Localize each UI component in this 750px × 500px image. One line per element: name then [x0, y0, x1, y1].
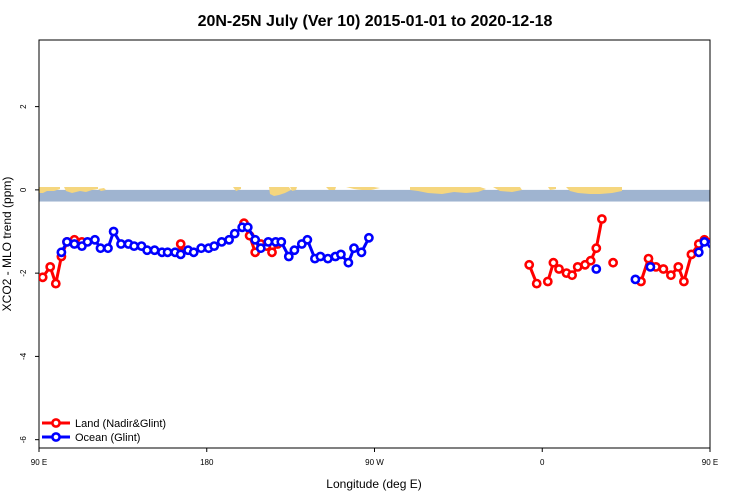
y-tick-label: -2: [19, 269, 28, 277]
land-patch: [98, 188, 106, 191]
data-point: [162, 247, 173, 258]
land-patch: [346, 187, 380, 190]
legend-label: Ocean (Glint): [75, 432, 140, 444]
data-point: [50, 278, 61, 289]
x-tick-label: 180: [200, 458, 214, 467]
data-point: [343, 257, 354, 268]
data-point: [39, 272, 48, 283]
data-point: [608, 257, 618, 268]
y-axis: 2 0 -2 -4 -6: [19, 104, 39, 443]
data-point: [90, 234, 100, 245]
data-point: [699, 236, 710, 247]
x-tick-label: 90 W: [365, 458, 384, 467]
x-axis-label: Longitude (deg E): [326, 477, 421, 491]
data-point: [276, 236, 287, 247]
data-point: [363, 232, 374, 243]
data-point: [188, 247, 199, 258]
land-patch: [326, 187, 336, 190]
data-point: [567, 270, 577, 281]
legend-label: Land (Nadir&Glint): [75, 418, 166, 430]
series-ocean: [56, 222, 747, 285]
land-band: [39, 187, 622, 196]
legend: Land (Nadir&Glint) Ocean (Glint): [42, 418, 166, 444]
data-point: [250, 234, 261, 245]
x-tick-label: 90 E: [702, 458, 718, 467]
data-point: [714, 243, 721, 250]
ocean-band: [39, 189, 710, 202]
data-point: [56, 247, 67, 258]
data-point: [585, 255, 596, 266]
data-point: [548, 257, 559, 268]
y-tick-label: 0: [19, 187, 28, 192]
land-patch: [233, 187, 241, 191]
data-point: [224, 234, 234, 245]
data-point: [630, 274, 641, 285]
y-tick-label: -4: [19, 352, 28, 360]
land-patch: [290, 187, 297, 191]
data-point: [335, 249, 346, 260]
y-tick-label: 2: [19, 104, 28, 109]
x-tick-label: 0: [540, 458, 545, 467]
data-point: [658, 264, 669, 274]
data-point: [242, 222, 253, 233]
data-point: [591, 264, 602, 274]
data-point: [255, 243, 266, 254]
series-land: [39, 214, 710, 289]
data-point: [591, 243, 602, 254]
land-patch: [64, 187, 98, 193]
data-point: [666, 270, 676, 281]
data-point: [734, 245, 741, 252]
data-point: [524, 259, 535, 270]
map-band: [39, 187, 710, 202]
data-point: [727, 236, 734, 243]
data-point: [740, 245, 747, 252]
data-point: [209, 241, 220, 251]
data-point: [116, 239, 126, 249]
data-point: [108, 226, 119, 237]
land-patch: [493, 187, 522, 192]
data-point: [673, 261, 684, 272]
data-point: [175, 239, 186, 249]
data-point: [69, 239, 80, 249]
y-tick-label: -6: [19, 436, 28, 444]
x-tick-label: 90 E: [31, 458, 47, 467]
data-point: [645, 261, 656, 272]
data-point: [315, 251, 326, 262]
data-point: [95, 243, 106, 254]
data-point: [45, 261, 56, 272]
series-layer: [39, 214, 747, 289]
data-point: [302, 234, 313, 245]
x-axis: 90 E 180 90 W 0 90 E: [31, 448, 718, 467]
data-point: [693, 247, 704, 258]
land-patch: [269, 187, 291, 196]
land-patch: [410, 187, 486, 194]
data-point: [721, 238, 728, 245]
data-point: [643, 253, 654, 264]
land-patch: [548, 187, 556, 190]
land-patch: [566, 187, 622, 194]
data-point: [289, 245, 300, 256]
legend-marker: [51, 432, 61, 442]
data-point: [283, 251, 294, 262]
data-point: [554, 264, 564, 274]
data-point: [707, 239, 710, 249]
data-point: [175, 249, 186, 260]
data-point: [531, 278, 542, 289]
land-patch: [39, 187, 60, 193]
data-point: [142, 245, 152, 256]
data-point: [229, 228, 240, 239]
data-point: [356, 247, 367, 258]
data-point: [103, 243, 113, 254]
data-point: [597, 214, 607, 224]
legend-marker: [51, 418, 61, 428]
data-point: [267, 247, 277, 258]
chart-title: 20N-25N July (Ver 10) 2015-01-01 to 2020…: [198, 13, 553, 30]
data-point: [322, 253, 333, 264]
data-point: [542, 276, 553, 287]
data-point: [349, 243, 359, 254]
y-axis-label: XCO2 - MLO trend (ppm): [0, 177, 14, 312]
data-point: [679, 276, 689, 287]
